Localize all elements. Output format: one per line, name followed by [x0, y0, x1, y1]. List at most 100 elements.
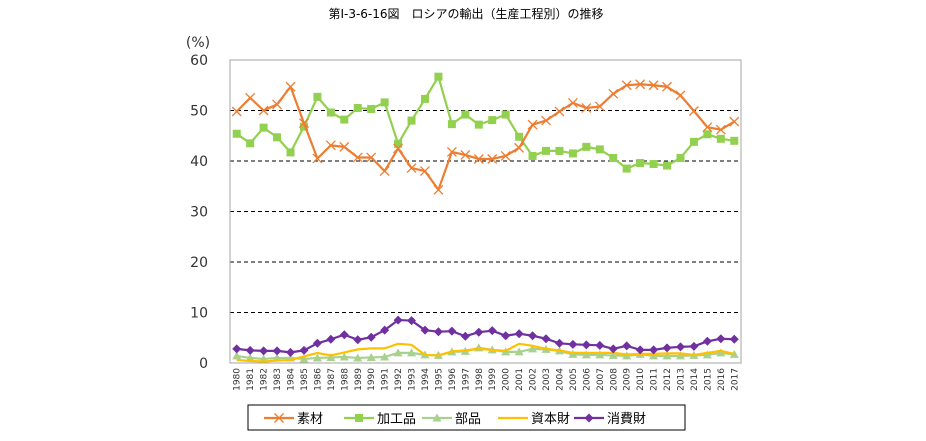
y-tick-label: 10 [190, 306, 208, 322]
data-point [353, 335, 363, 345]
x-tick-label: 1992 [394, 368, 404, 391]
data-point [689, 341, 699, 351]
data-point [246, 139, 255, 148]
data-point [232, 351, 242, 360]
x-tick-label: 2011 [650, 368, 660, 391]
data-point [420, 94, 429, 103]
data-point [622, 341, 632, 351]
x-tick-label: 1987 [327, 368, 337, 391]
data-point [702, 336, 712, 346]
data-point [541, 115, 551, 126]
data-point [501, 110, 510, 119]
data-point [514, 329, 524, 339]
data-point [488, 116, 497, 125]
data-point [662, 81, 672, 92]
legend-item: 資本財 [498, 412, 570, 427]
data-point [259, 123, 268, 132]
data-point [581, 340, 591, 350]
x-tick-label: 1998 [475, 368, 485, 391]
data-point [528, 344, 538, 353]
data-point [259, 346, 269, 356]
data-point [608, 350, 618, 359]
data-point [716, 348, 726, 357]
x-tick-label: 2016 [717, 368, 727, 391]
data-point [340, 115, 349, 124]
data-point [716, 134, 725, 143]
legend-label: 加工品 [377, 412, 416, 427]
x-tick-label: 2006 [582, 368, 592, 391]
y-axis-unit-label: (%) [186, 35, 210, 51]
data-point [245, 353, 255, 362]
data-point [608, 344, 618, 354]
data-point [649, 351, 659, 360]
data-point [595, 145, 604, 154]
x-tick-label: 1994 [421, 368, 431, 391]
series-line [236, 318, 735, 354]
legend-label: 部品 [455, 412, 481, 427]
y-tick-label: 40 [190, 154, 208, 170]
data-point [258, 105, 269, 116]
data-point [527, 119, 538, 130]
data-point [299, 122, 308, 131]
x-tick-label: 2015 [703, 368, 713, 391]
legend-item: 消費財 [574, 412, 646, 427]
y-tick-label: 0 [199, 356, 208, 372]
data-point [339, 141, 350, 152]
data-point [313, 92, 322, 101]
data-point [460, 149, 471, 160]
data-point [380, 325, 390, 335]
legend-item: 素材 [264, 412, 323, 427]
data-point [703, 130, 712, 139]
data-point [675, 351, 685, 360]
data-point [594, 101, 605, 112]
data-point [232, 344, 242, 354]
x-tick-label: 2009 [623, 368, 633, 391]
x-tick-label: 2013 [676, 368, 686, 391]
legend-box [247, 404, 686, 431]
legend-marker [355, 414, 363, 422]
data-point [326, 352, 336, 361]
data-point [366, 332, 376, 342]
data-point [393, 348, 403, 357]
data-point [621, 80, 632, 91]
data-point [299, 354, 309, 363]
data-point [567, 97, 578, 108]
data-point [407, 316, 417, 326]
data-point [325, 140, 336, 151]
legend-marker [584, 413, 594, 423]
data-point [272, 346, 282, 356]
data-point [447, 120, 456, 129]
data-point [407, 116, 416, 125]
x-tick-label: 2012 [663, 368, 673, 391]
data-point [689, 137, 698, 146]
data-point [352, 152, 363, 163]
x-tick-label: 2001 [515, 368, 525, 391]
data-point [446, 146, 457, 157]
x-tick-label: 2014 [690, 368, 700, 391]
data-point [648, 80, 659, 91]
data-point [609, 153, 618, 162]
legend-label: 消費財 [607, 412, 646, 427]
data-point [231, 106, 242, 117]
data-point [649, 345, 659, 355]
data-point [460, 331, 470, 341]
data-point [433, 327, 443, 337]
series-line [235, 83, 735, 191]
data-point [379, 166, 390, 177]
data-point [339, 352, 349, 361]
data-point [514, 347, 524, 356]
series-3 [236, 342, 735, 363]
data-point [729, 334, 739, 344]
x-tick-label: 1999 [488, 368, 498, 391]
data-point [688, 106, 699, 116]
legend-item: 加工品 [344, 412, 416, 427]
data-point [649, 160, 658, 169]
data-point [582, 142, 591, 151]
x-tick-label: 1984 [287, 368, 297, 391]
data-point [675, 90, 686, 101]
data-point [474, 120, 483, 129]
x-tick-label: 1995 [434, 368, 444, 391]
data-point [393, 315, 403, 325]
data-point [326, 334, 336, 344]
data-point [433, 184, 444, 195]
